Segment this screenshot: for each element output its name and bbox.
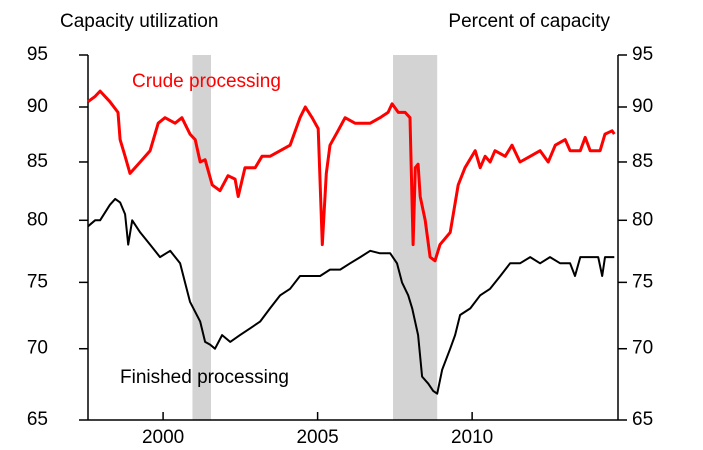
series-label: Finished processing xyxy=(120,367,289,388)
series-label: Crude processing xyxy=(132,71,281,92)
y-tick-label: 65 xyxy=(27,409,48,430)
y2-title: Percent of capacity xyxy=(448,11,610,32)
y-tick-label: 75 xyxy=(27,271,48,292)
y2-tick-label: 95 xyxy=(632,44,653,65)
x-tick-label: 2005 xyxy=(296,427,338,448)
series-line xyxy=(87,89,616,263)
y2-tick-label: 70 xyxy=(632,338,653,359)
y2-tick-label: 80 xyxy=(632,209,653,230)
x-tick-label: 2000 xyxy=(142,427,184,448)
y2-tick-label: 90 xyxy=(632,96,653,117)
series-line xyxy=(87,197,615,395)
recession-band xyxy=(192,55,211,420)
chart-title: Capacity utilization xyxy=(60,11,218,32)
y2-tick-label: 75 xyxy=(632,271,653,292)
y-tick-label: 90 xyxy=(27,96,48,117)
y2-tick-label: 85 xyxy=(632,151,653,172)
y-tick-label: 70 xyxy=(27,338,48,359)
y-tick-label: 85 xyxy=(27,151,48,172)
y-tick-label: 80 xyxy=(27,209,48,230)
recession-band xyxy=(393,55,438,420)
x-tick-label: 2010 xyxy=(451,427,493,448)
y2-tick-label: 65 xyxy=(632,409,653,430)
y-tick-label: 95 xyxy=(27,44,48,65)
